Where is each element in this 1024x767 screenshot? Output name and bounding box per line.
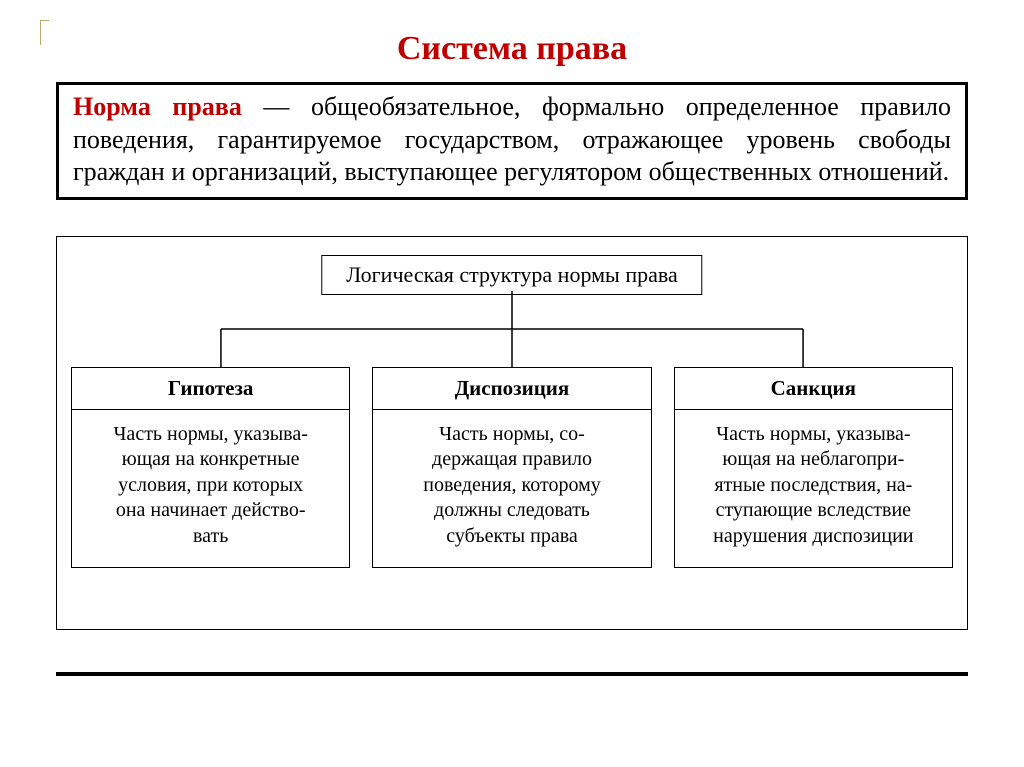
definition-term: Норма права	[73, 92, 242, 121]
page-title: Система права	[56, 30, 968, 68]
branch-head-sanction: Санкция	[675, 368, 952, 410]
branch-body-hypothesis: Часть нормы, указыва-ющая на конкретныеу…	[72, 410, 349, 568]
diagram: Логическая структура нормы права Гипотез…	[71, 251, 953, 611]
branch-hypothesis: Гипотеза Часть нормы, указыва-ющая на ко…	[71, 367, 350, 569]
definition-box: Норма права — общеобязательное, формальн…	[56, 82, 968, 200]
branch-body-sanction: Часть нормы, указыва-ющая на неблагопри-…	[675, 410, 952, 568]
branch-sanction: Санкция Часть нормы, указыва-ющая на неб…	[674, 367, 953, 569]
branch-head-hypothesis: Гипотеза	[72, 368, 349, 410]
branch-body-disposition: Часть нормы, со-держащая правилоповедени…	[373, 410, 650, 568]
footer-bar	[56, 672, 968, 676]
diagram-box: Логическая структура нормы права Гипотез…	[56, 236, 968, 630]
slide: Система права Норма права — общеобязател…	[0, 0, 1024, 767]
corner-accent	[40, 20, 49, 45]
branch-disposition: Диспозиция Часть нормы, со-держащая прав…	[372, 367, 651, 569]
branch-row: Гипотеза Часть нормы, указыва-ющая на ко…	[71, 367, 953, 569]
branch-head-disposition: Диспозиция	[373, 368, 650, 410]
